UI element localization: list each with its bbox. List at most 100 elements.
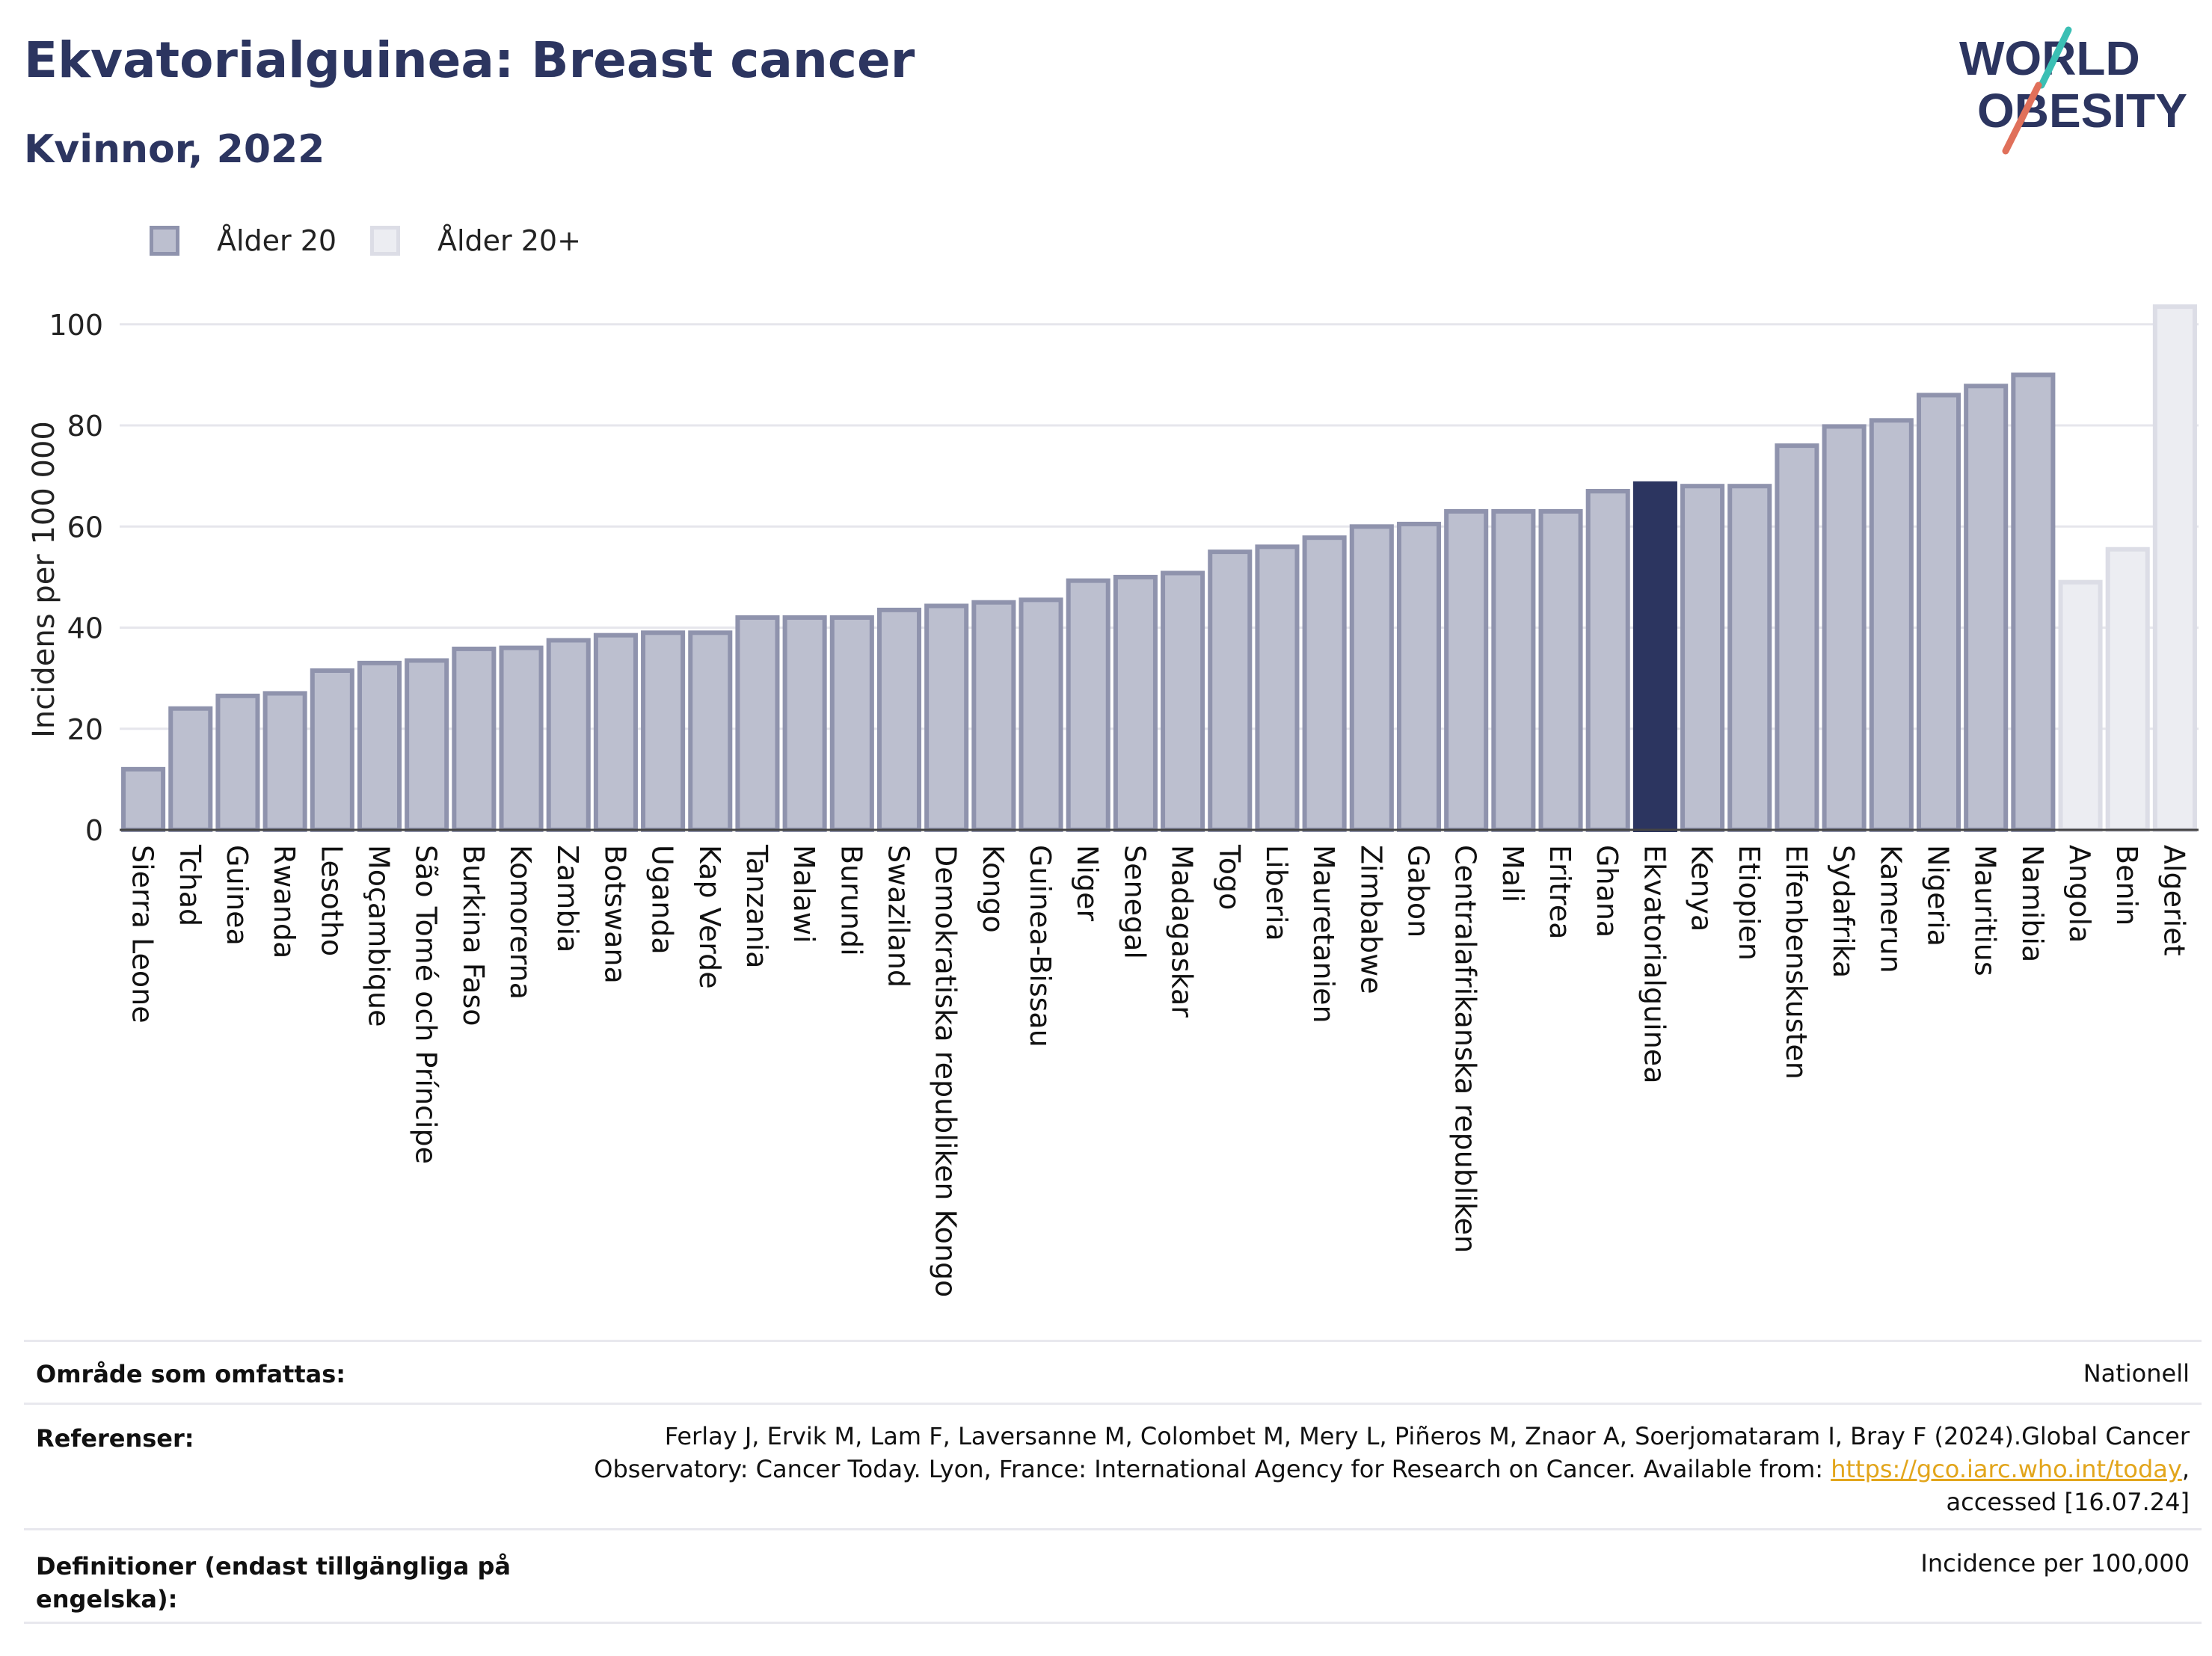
bar (782, 615, 827, 832)
x-tick-label: São Tomé och Príncipe (410, 845, 443, 1164)
bar (1491, 509, 1536, 832)
x-tick-label: Ghana (1591, 845, 1623, 938)
bar (876, 607, 922, 832)
bar (829, 615, 874, 832)
bar (2152, 304, 2197, 832)
y-tick-label: 80 (67, 410, 103, 443)
legend-label-alder-20-plus: Ålder 20+ (437, 224, 581, 257)
x-tick-label: Botswana (598, 845, 631, 984)
x-tick-label: Swaziland (882, 845, 915, 988)
x-tick-label: Rwanda (268, 845, 301, 958)
x-tick-label: Algeriet (2157, 845, 2190, 956)
bar (121, 766, 166, 832)
bar (546, 638, 591, 832)
bar (924, 603, 969, 832)
references-line-2-comma: , (2181, 1455, 2190, 1483)
logo-text-world: WORLD (1959, 31, 2140, 85)
bar (1302, 535, 1347, 832)
bar (1538, 509, 1583, 832)
bar (499, 645, 544, 833)
bar (2058, 579, 2103, 832)
bar (593, 632, 638, 832)
x-tick-label: Elfenbenskusten (1780, 845, 1813, 1080)
legend-swatch-alder-20-plus (370, 226, 400, 256)
x-tick-label: Mali (1496, 845, 1529, 902)
x-tick-label: Malawi (787, 845, 820, 944)
references-link[interactable]: https://gco.iarc.who.int/today (1831, 1455, 2182, 1483)
definitions-label-line-1: Definitioner (endast tillgängliga på (36, 1552, 511, 1580)
x-tick-label: Kamerun (1874, 845, 1907, 973)
bar-chart: 0 20 40 60 80 100 Incidens per 100 000 Sierra L… (27, 304, 2199, 1297)
x-tick-label: Ekvatorialguinea (1638, 845, 1671, 1083)
bar (1066, 578, 1110, 832)
x-tick-label: Senegal (1118, 845, 1151, 959)
references-line-3: accessed [16.07.24] (1946, 1488, 2190, 1516)
bar (452, 646, 497, 832)
page-subtitle: Kvinnor, 2022 (24, 127, 325, 172)
definitions-label: Definitioner (endast tillgängliga på eng… (36, 1550, 511, 1616)
x-tick-label: Burundi (835, 845, 867, 956)
bar (262, 691, 307, 833)
x-tick-label: Centralafrikanska republiken (1449, 845, 1482, 1253)
x-tick-label: Tanzania (740, 844, 773, 968)
bar (735, 615, 780, 832)
x-tick-label: Lesotho (315, 845, 348, 956)
definitions-label-line-2: engelska): (36, 1585, 178, 1613)
x-tick-label: Angola (2063, 845, 2096, 943)
x-tick-label: Liberia (1260, 845, 1293, 941)
y-tick-label: 20 (67, 713, 103, 746)
x-tick-label: Tchad (173, 844, 206, 926)
bar (1680, 484, 1725, 832)
bar (1349, 524, 1394, 832)
bar (168, 706, 213, 833)
references-label: Referenser: (36, 1424, 194, 1453)
bar (357, 660, 402, 832)
x-tick-label: Benin (2110, 845, 2143, 926)
x-tick-label: Mauretanien (1307, 845, 1340, 1024)
bar (310, 668, 354, 832)
bar (2011, 372, 2056, 832)
definitions-value: Incidence per 100,000 (1920, 1549, 2190, 1577)
references-value: Ferlay J, Ervik M, Lam F, Laversanne M, … (594, 1420, 2190, 1518)
bar (1019, 597, 1063, 832)
bar (1632, 481, 1677, 832)
bar (1208, 550, 1253, 832)
references-line-1: Ferlay J, Ervik M, Lam F, Laversanne M, … (664, 1422, 2190, 1450)
x-tick-label: Sydafrika (1827, 845, 1860, 978)
x-tick-label: Moçambique (363, 845, 396, 1027)
references-line-2-text: Observatory: Cancer Today. Lyon, France:… (594, 1455, 1831, 1483)
info-row-coverage: Område som omfattas: Nationell (24, 1340, 2202, 1403)
info-row-definitions: Definitioner (endast tillgängliga på eng… (24, 1528, 2202, 1624)
y-tick-label: 100 (49, 309, 103, 342)
bar (1444, 509, 1489, 832)
bar (1585, 488, 1630, 832)
x-tick-label: Madagaskar (1166, 845, 1199, 1018)
x-tick-label: Eritrea (1543, 845, 1576, 940)
bar (215, 693, 260, 832)
bar (1775, 443, 1819, 833)
x-tick-label: Kenya (1686, 845, 1718, 932)
bar (1916, 393, 1961, 832)
y-tick-label: 0 (85, 814, 103, 847)
bar (405, 658, 449, 832)
x-tick-label: Komorerna (504, 845, 537, 1000)
y-tick-label: 40 (67, 612, 103, 645)
x-tick-label: Sierra Leone (126, 845, 159, 1024)
x-tick-label: Kap Verde (693, 845, 726, 989)
x-tick-label: Burkina Faso (457, 845, 490, 1026)
x-tick-label: Niger (1071, 845, 1104, 921)
logo-slash-red (2002, 81, 2042, 155)
legend-swatch-alder-20 (150, 226, 179, 256)
x-tick-label: Mauritius (1969, 845, 2002, 976)
logo-text-obesity: OBESITY (1977, 84, 2187, 138)
bar (1161, 570, 1205, 832)
coverage-value: Nationell (2083, 1359, 2190, 1388)
bar (1113, 574, 1158, 832)
bar (1964, 384, 2009, 833)
bar (2105, 547, 2150, 832)
x-tick-label: Guinea (221, 845, 254, 946)
bar (971, 600, 1016, 832)
x-tick-label: Zimbabwe (1354, 845, 1387, 994)
x-tick-label: Gabon (1402, 845, 1435, 938)
info-row-references: Referenser: Ferlay J, Ervik M, Lam F, La… (24, 1403, 2202, 1528)
